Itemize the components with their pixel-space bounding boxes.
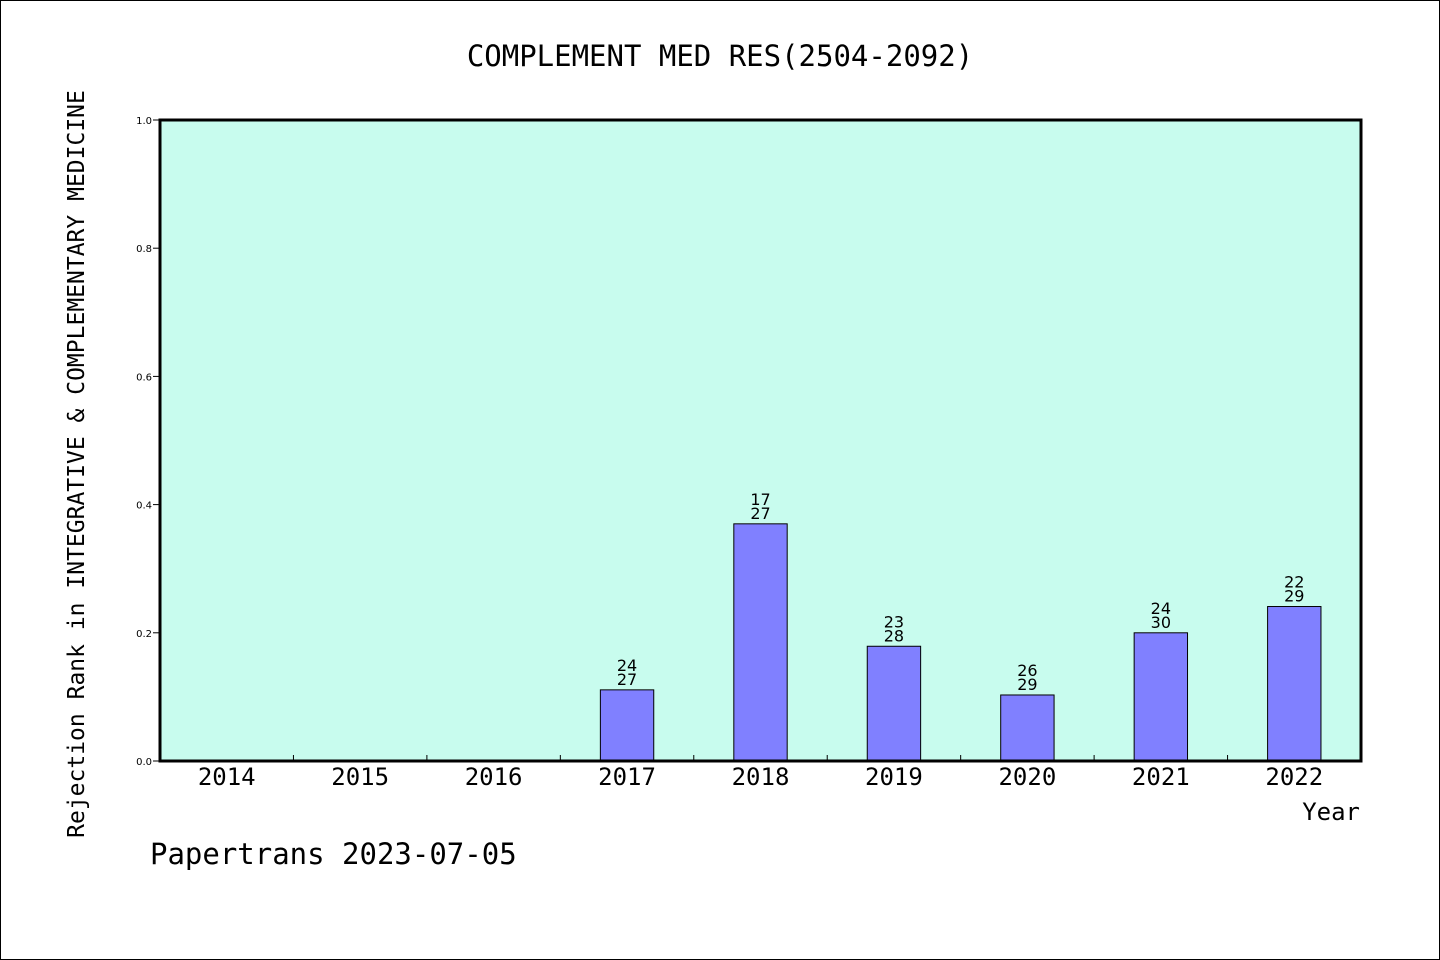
- bar-label-bottom: 27: [750, 504, 770, 523]
- y-tick-label: 0.4: [136, 501, 152, 512]
- bar-2019: [866, 645, 922, 762]
- plot-border: [158, 118, 1363, 763]
- x-tick-label: 2020: [998, 763, 1056, 791]
- bars: [599, 523, 1322, 762]
- x-axis-label: Year: [1302, 798, 1360, 826]
- x-tick-label: 2019: [865, 763, 923, 791]
- y-tick-label: 0.6: [136, 372, 152, 383]
- bar-2018: [733, 523, 788, 762]
- bar-label-top: 17: [750, 490, 770, 509]
- bar-2021: [1133, 632, 1189, 762]
- x-tick-label: 2022: [1265, 763, 1323, 791]
- bar-label-bottom: 27: [617, 670, 637, 689]
- footer-text: Papertrans 2023-07-05: [150, 837, 517, 871]
- chart-title: COMPLEMENT MED RES(2504-2092): [467, 39, 973, 73]
- bar-2017: [599, 689, 655, 762]
- bar-label-top: 26: [1017, 661, 1037, 680]
- y-tick-label: 0.0: [136, 757, 152, 768]
- bar-label-bottom: 29: [1017, 675, 1037, 694]
- bar-label-top: 24: [1151, 599, 1171, 618]
- x-tick-label: 2021: [1132, 763, 1190, 791]
- bar-label-top: 23: [884, 612, 904, 631]
- bar-label-bottom: 28: [884, 626, 904, 645]
- y-tick-label: 0.2: [136, 629, 152, 640]
- x-tick-label: 2017: [598, 763, 656, 791]
- bar-label-top: 24: [617, 656, 637, 675]
- x-tick-label: 2014: [198, 763, 256, 791]
- bar-label-bottom: 30: [1151, 613, 1171, 632]
- y-axis: 0.0 0.2 0.4 0.6 0.8 1.0: [136, 116, 160, 768]
- bar-label-bottom: 29: [1284, 587, 1304, 606]
- bar-label-top: 22: [1284, 573, 1304, 592]
- x-tick-label: 2016: [465, 763, 523, 791]
- x-axis: 2014 2015 2016 2017 2018 2019 2020 2021 2022: [198, 755, 1323, 791]
- x-tick-label: 2015: [331, 763, 389, 791]
- bar-2022: [1267, 606, 1322, 762]
- bar-2020: [1000, 694, 1055, 762]
- y-tick-label: 0.8: [136, 244, 152, 255]
- x-tick-label: 2018: [732, 763, 790, 791]
- y-tick-label: 1.0: [136, 116, 152, 127]
- y-axis-label: Rejection Rank in INTEGRATIVE & COMPLEME…: [64, 90, 90, 838]
